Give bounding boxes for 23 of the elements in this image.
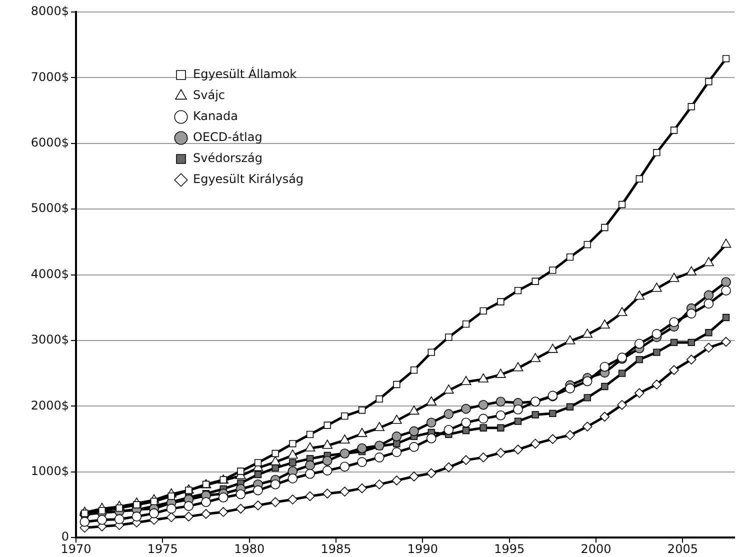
legend-label: Svédország <box>193 151 263 166</box>
legend-label: Egyesült Királyság <box>193 172 304 186</box>
x-tick-label: 2000 <box>580 542 612 556</box>
x-tick-label: 1995 <box>494 542 525 556</box>
y-tick-label: 4000$ <box>30 266 69 281</box>
y-tick-label: 1000$ <box>30 464 69 478</box>
legend-label: Kanada <box>193 109 238 124</box>
x-tick-label: 1970 <box>60 542 92 556</box>
x-tick-label: 1980 <box>234 542 265 556</box>
legend-label: Svájc <box>193 88 226 102</box>
y-tick-label: 3000$ <box>30 332 69 347</box>
y-tick-label: 7000$ <box>30 70 69 84</box>
y-tick-label: 5000$ <box>30 201 69 216</box>
x-tick-label: 1975 <box>147 542 178 556</box>
x-tick-label: 2005 <box>667 542 698 556</box>
y-tick-label: 0 <box>61 530 69 544</box>
y-tick-label: 2000$ <box>30 398 69 412</box>
y-tick-label: 8000$ <box>30 4 69 18</box>
legend-label: Egyesült Államok <box>193 66 297 82</box>
x-tick-label: 1990 <box>407 542 438 556</box>
legend-label: OECD-átlag <box>193 130 262 144</box>
y-tick-label: 6000$ <box>30 136 69 150</box>
x-tick-label: 1985 <box>320 542 352 556</box>
